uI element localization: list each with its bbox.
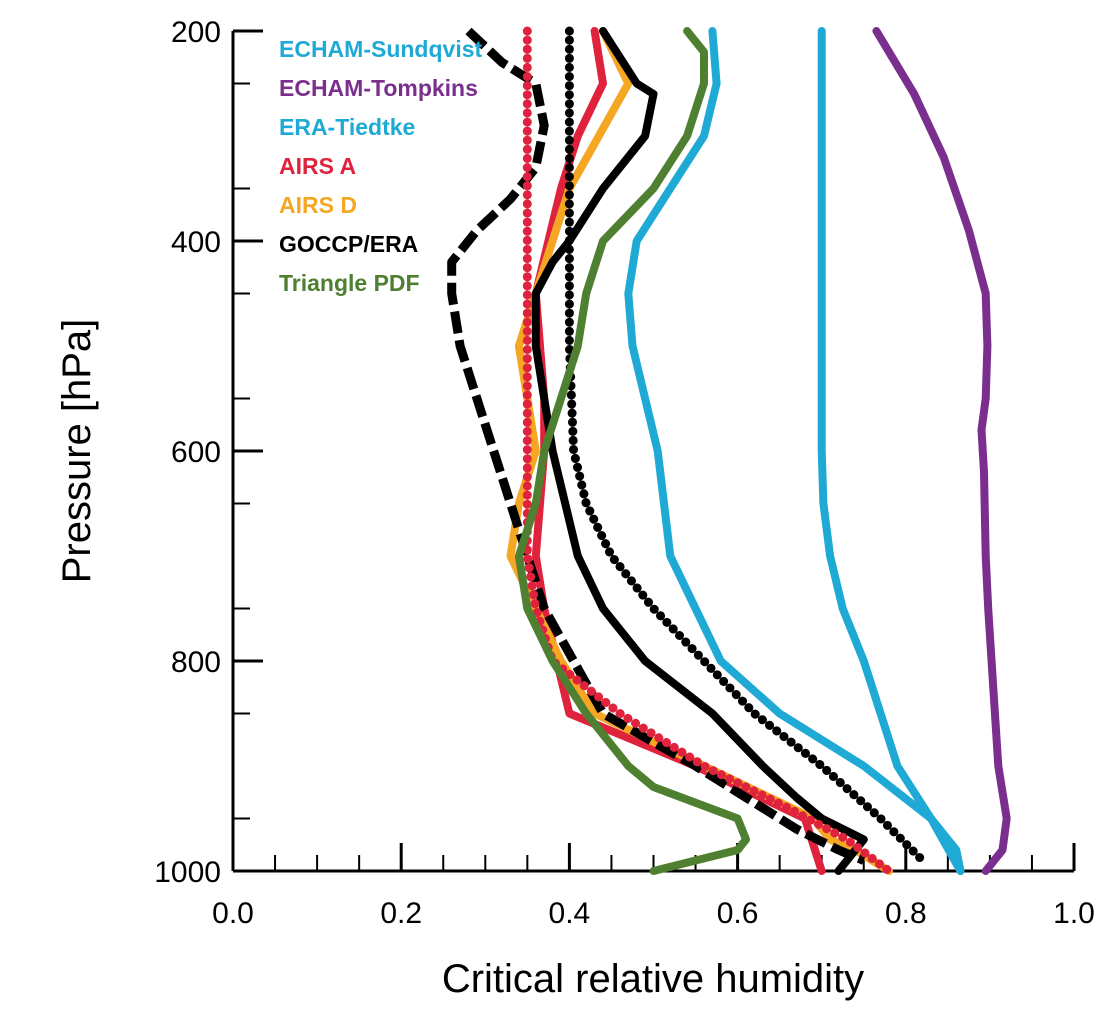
series-line-5 xyxy=(531,27,868,875)
x-tick-label: 0.4 xyxy=(549,897,591,930)
legend-item-label: GOCCP/ERA xyxy=(279,231,418,257)
x-tick-label: 0.6 xyxy=(717,897,759,930)
series-layer xyxy=(447,26,1011,876)
legend-item-label: AIRS D xyxy=(279,192,357,218)
x-tick-label: 0.8 xyxy=(885,897,927,930)
y-tick-label: 600 xyxy=(171,436,221,469)
y-tick-label: 400 xyxy=(171,226,221,259)
plot-axes: 200 400 600 800 1000 0.0 0.2 0.4 0.6 0.8 1.0 xyxy=(154,16,1095,930)
y-tick-label: 1000 xyxy=(154,856,221,889)
series-line-3 xyxy=(531,27,826,875)
x-tick-label: 0.2 xyxy=(380,897,422,930)
x-axis-label: Critical relative humidity xyxy=(442,957,864,1001)
legend-item-label: Triangle PDF xyxy=(279,270,420,296)
legend-item-label: AIRS A xyxy=(279,153,356,179)
y-tick-label: 800 xyxy=(171,646,221,679)
series-line-2 xyxy=(624,27,965,875)
x-tick-label: 1.0 xyxy=(1053,897,1095,930)
series-line-0 xyxy=(817,27,965,875)
series-line-1 xyxy=(872,27,1011,875)
series-line-6 xyxy=(447,27,866,865)
legend-item-label: ECHAM-Sundqvist xyxy=(279,36,483,62)
series-line-9 xyxy=(514,27,750,875)
series-line-8 xyxy=(564,26,928,865)
legend: ECHAM-Sundqvist ECHAM-Tompkins ERA-Tiedtke… xyxy=(279,36,483,296)
y-axis-label: Pressure [hPa] xyxy=(55,319,99,584)
legend-item-label: ERA-Tiedtke xyxy=(279,114,415,140)
y-tick-label: 200 xyxy=(171,16,221,49)
legend-item-label: ECHAM-Tompkins xyxy=(279,75,478,101)
x-tick-label: 0.0 xyxy=(212,897,254,930)
